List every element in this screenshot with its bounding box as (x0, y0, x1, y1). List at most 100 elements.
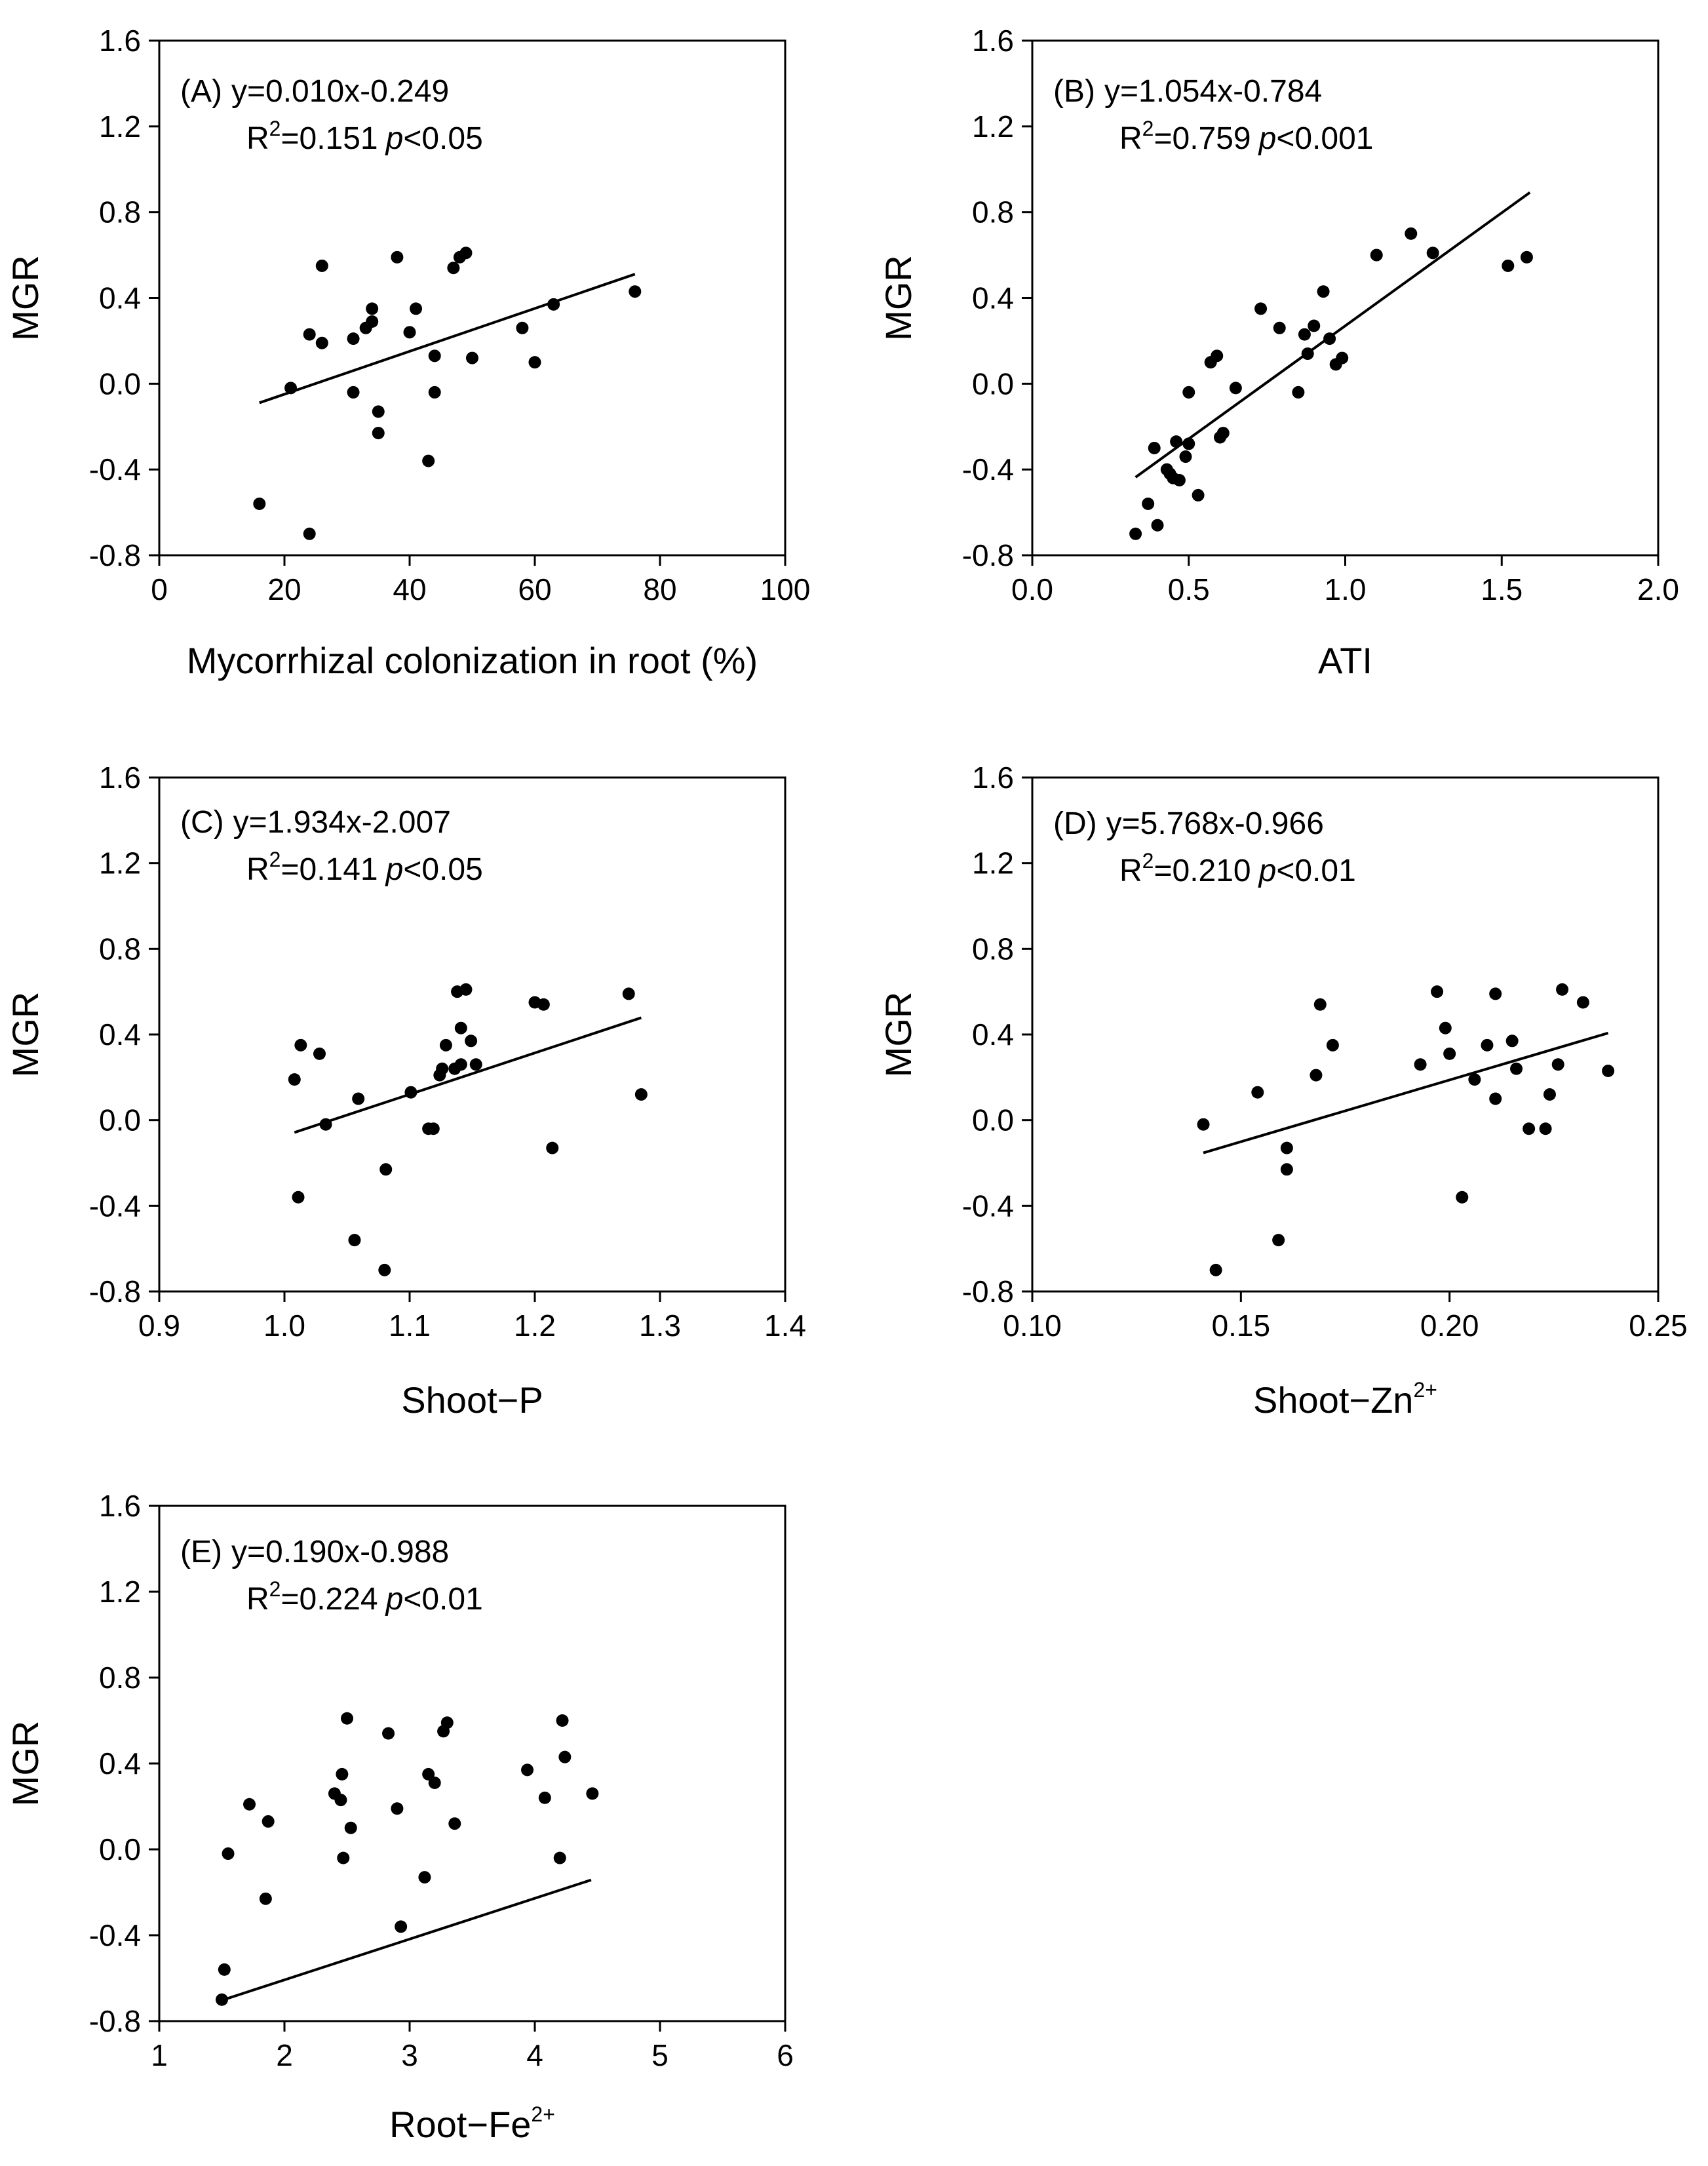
data-point (418, 1871, 431, 1884)
data-point (372, 427, 385, 440)
y-axis-title: MGR (878, 255, 919, 341)
data-point (1523, 1122, 1536, 1135)
data-point (348, 1234, 361, 1247)
data-point (303, 527, 316, 540)
data-point (315, 336, 328, 349)
data-point (391, 250, 404, 264)
x-axis-title-superscript: 2+ (531, 2102, 554, 2126)
data-point (378, 1263, 391, 1276)
p-symbol: p (1258, 854, 1277, 888)
data-point (469, 1058, 482, 1071)
data-point (1539, 1122, 1552, 1135)
data-point (1426, 246, 1439, 260)
data-point (1317, 285, 1330, 298)
data-point (319, 1118, 332, 1131)
data-point (1370, 248, 1383, 262)
data-point (1481, 1038, 1494, 1052)
p-value: <0.001 (1276, 121, 1373, 156)
x-tick-label: 1.4 (764, 1309, 806, 1343)
x-tick-label: 0.5 (1168, 572, 1210, 606)
regression-equation: (B) y=1.054x-0.784 (1053, 74, 1322, 109)
r2-value: =0.210 (1154, 854, 1251, 888)
data-point (1197, 1118, 1210, 1131)
x-tick-label: 4 (526, 2038, 543, 2072)
data-point (1280, 1141, 1293, 1154)
data-point (315, 259, 328, 272)
r2-value: =0.224 (281, 1582, 378, 1617)
p-symbol: p (385, 852, 404, 887)
x-axis-title: Shoot−Zn2+ (1253, 1378, 1437, 1421)
plot-frame (1031, 39, 1659, 557)
data-point (436, 1062, 449, 1075)
data-point (1179, 450, 1192, 463)
chart-panel-a: 0 20 40 60 80 100 -0.8 -0.4 0.0 0.4 0.8 1.2 1.6 MGR My… (5, 24, 810, 681)
y-tick-label: -0.8 (89, 538, 141, 572)
data-point (1576, 996, 1589, 1009)
y-tick-label: 0.4 (972, 281, 1014, 315)
data-point (1151, 519, 1164, 532)
data-point (218, 1963, 231, 1976)
data-point (1556, 983, 1569, 996)
regression-line (221, 1878, 592, 2002)
data-point (1229, 382, 1242, 395)
y-tick-label: 1.2 (99, 846, 141, 880)
p-symbol: p (1258, 121, 1277, 156)
equation-text: y=1.054x-0.784 (1104, 74, 1322, 109)
data-point (1336, 351, 1349, 364)
equation-text: y=0.010x-0.249 (231, 74, 449, 109)
y-tick-label: 0.4 (99, 281, 141, 315)
y-axis-title: MGR (878, 992, 919, 1078)
y-tick-label: -0.4 (89, 1189, 141, 1223)
data-point (516, 321, 529, 334)
y-tick-label: 0.0 (99, 1832, 141, 1866)
equation-text: y=0.190x-0.988 (231, 1535, 449, 1569)
data-point (347, 332, 360, 345)
y-tick-label: 1.2 (972, 109, 1014, 144)
data-point (1192, 488, 1205, 502)
x-tick-label: 1.0 (1325, 572, 1367, 606)
r-squared-annotation: R2=0.210 p<0.01 (1119, 849, 1356, 888)
data-point (1273, 321, 1286, 334)
data-point (454, 1058, 467, 1071)
data-point (1439, 1021, 1452, 1034)
x-tick-label: 20 (267, 572, 301, 606)
data-point (428, 349, 441, 363)
data-point (216, 1993, 228, 2006)
r2-value: =0.759 (1154, 121, 1251, 156)
data-point (379, 1163, 393, 1176)
data-point (537, 998, 550, 1011)
data-point (422, 454, 435, 467)
regression-equation: (D) y=5.768x-0.966 (1053, 806, 1324, 841)
x-axis-title: ATI (1318, 640, 1372, 681)
p-value: <0.01 (403, 1582, 482, 1617)
x-axis-title-main: Shoot−P (401, 1379, 543, 1421)
r2-superscript: 2 (1142, 117, 1154, 140)
y-tick-label: -0.8 (962, 538, 1014, 572)
x-tick-label: 0.25 (1629, 1309, 1688, 1343)
data-point (382, 1727, 395, 1740)
x-tick-label: 0.10 (1003, 1309, 1062, 1343)
x-axis-title: Root−Fe2+ (389, 2102, 555, 2145)
r2-superscript: 2 (269, 1577, 281, 1601)
data-point (428, 1776, 441, 1789)
y-tick-label: 1.6 (99, 24, 141, 58)
data-point (528, 356, 541, 369)
y-tick-label: 1.6 (972, 760, 1014, 795)
data-point (292, 1191, 305, 1204)
y-tick-label: 0.0 (972, 1103, 1014, 1137)
data-point (1510, 1062, 1523, 1075)
y-tick-label: 1.6 (99, 760, 141, 795)
data-point (622, 987, 635, 1000)
data-point (1298, 328, 1311, 341)
panel-label: (E) (180, 1535, 222, 1569)
x-tick-label: 1.5 (1481, 572, 1523, 606)
r2-value: =0.141 (281, 852, 378, 887)
y-tick-label: 1.6 (972, 24, 1014, 58)
data-point (546, 1141, 559, 1154)
data-point (1292, 385, 1305, 399)
data-point (1502, 259, 1515, 272)
panel-label: (D) (1053, 806, 1097, 841)
data-point (372, 405, 385, 418)
data-point (347, 385, 360, 399)
regression-equation: (A) y=0.010x-0.249 (180, 74, 449, 109)
